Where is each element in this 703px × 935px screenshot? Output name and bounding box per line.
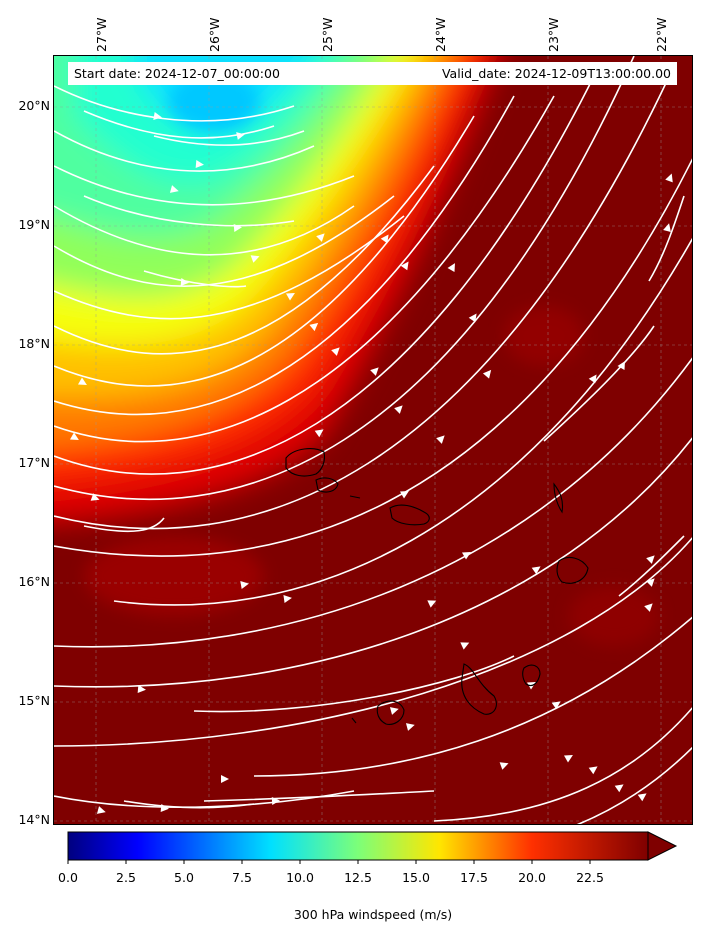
valid-date-label: Valid_date: 2024-12-09T13:00:00.00 (441, 66, 671, 81)
lat-label-20n: 20°N (18, 98, 50, 113)
island-santa-luzia (349, 495, 361, 499)
lat-label-14n: 14°N (18, 812, 50, 827)
lat-label-15n: 15°N (18, 693, 50, 708)
date-info-box: Start date: 2024-12-07_00:00:00 Valid_da… (68, 62, 677, 85)
lon-label-24w: 24°W (433, 17, 448, 52)
wind-streamlines (54, 56, 692, 824)
lon-label-26w: 26°W (207, 17, 222, 52)
windspeed-map (54, 56, 692, 824)
island-sao-nicolau (389, 504, 430, 526)
start-date-label: Start date: 2024-12-07_00:00:00 (74, 66, 280, 81)
island-boa-vista (556, 556, 589, 584)
island-santo-antao (285, 448, 326, 477)
colorbar-tick-label: 12.5 (344, 870, 372, 885)
lon-label-23w: 23°W (546, 17, 561, 52)
colorbar-tick-label: 7.5 (232, 870, 252, 885)
colorbar-extend-arrow (647, 831, 678, 861)
colorbar-gradient (67, 831, 649, 861)
graticule (54, 56, 692, 824)
lon-label-27w: 27°W (94, 17, 109, 52)
colorbar-title: 300 hPa windspeed (m/s) (293, 907, 453, 922)
colorbar-tick-label: 0.0 (58, 870, 78, 885)
island-brava (351, 717, 357, 724)
windspeed-field (54, 56, 692, 824)
lat-label-19n: 19°N (18, 217, 50, 232)
lat-label-16n: 16°N (18, 574, 50, 589)
lon-label-25w: 25°W (320, 17, 335, 52)
colorbar-tick-label: 15.0 (402, 870, 430, 885)
colorbar-tick-label: 5.0 (174, 870, 194, 885)
map-panel (53, 55, 693, 825)
island-sao-vicente (315, 477, 339, 493)
colorbar-tick-label: 10.0 (286, 870, 314, 885)
colorbar-tick-label: 20.0 (518, 870, 546, 885)
island-fogo (376, 700, 405, 725)
colorbar-tick-label: 17.5 (460, 870, 488, 885)
island-sal (553, 482, 564, 514)
lat-label-17n: 17°N (18, 455, 50, 470)
island-maio (522, 664, 541, 687)
colorbar-ticks (67, 860, 591, 864)
colorbar-tick-label: 2.5 (116, 870, 136, 885)
lon-label-22w: 22°W (654, 17, 669, 52)
lat-label-18n: 18°N (18, 336, 50, 351)
colorbar (67, 831, 678, 864)
island-santiago (461, 663, 497, 715)
colorbar-tick-label: 22.5 (576, 870, 604, 885)
streamline-arrows (70, 112, 673, 814)
island-coastlines (285, 448, 589, 725)
